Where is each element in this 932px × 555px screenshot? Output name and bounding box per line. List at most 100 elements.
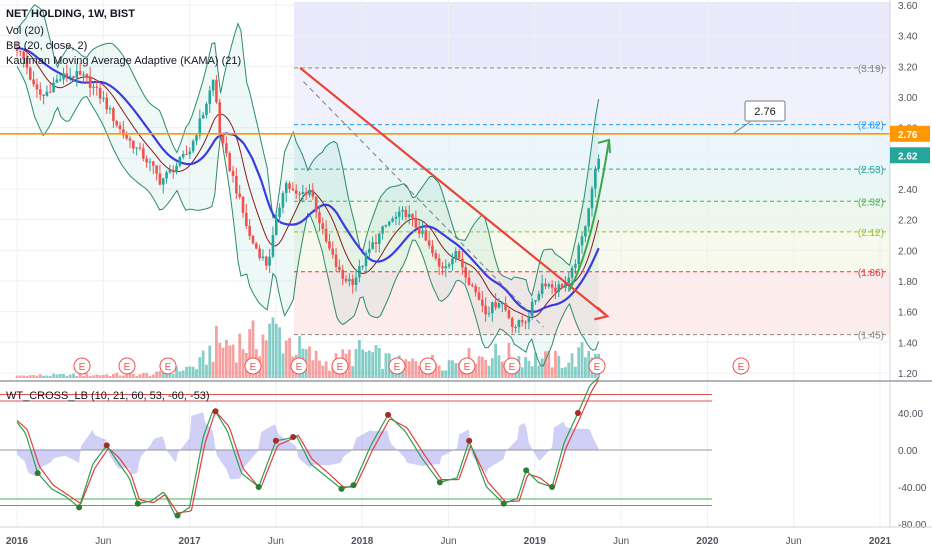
candle-body [590, 188, 594, 209]
cross-signal-dot [255, 484, 262, 490]
volume-bar [583, 357, 587, 378]
cross-signal-dot [76, 504, 83, 511]
volume-bar [564, 367, 567, 378]
candle-body [454, 251, 458, 259]
candle-body [175, 165, 178, 173]
volume-bar [195, 369, 198, 378]
volume-bar [98, 375, 102, 378]
volume-bar [364, 351, 368, 378]
volume-bar [347, 349, 351, 378]
volume-bar [451, 360, 454, 378]
volume-bar [35, 375, 39, 378]
price-callout: 2.76 [733, 100, 786, 134]
candle-body [308, 189, 311, 195]
volume-bar [570, 353, 574, 378]
candle-body [564, 282, 567, 288]
candle-body [178, 157, 182, 166]
volume-bar [288, 338, 291, 378]
bollinger-basis [16, 47, 600, 318]
candle-body [407, 214, 411, 218]
candle-body [128, 138, 132, 141]
volume-bar [261, 334, 265, 378]
price-tick-label: 1.20 [898, 369, 918, 380]
earnings-marker-label: E [509, 362, 516, 373]
candle-body [251, 235, 255, 244]
candle-body [225, 143, 228, 154]
candle-body [238, 193, 241, 197]
candle-body [484, 305, 487, 315]
volume-bar [404, 359, 408, 378]
candle-body [384, 225, 388, 227]
volume-bar [108, 376, 112, 378]
volume-bar [198, 357, 202, 378]
volume-bar [351, 366, 355, 378]
candle-body [587, 208, 590, 227]
earnings-marker [388, 357, 406, 375]
candle-body [95, 86, 99, 88]
downtrend-line [299, 67, 608, 318]
legend-kama: Kaufman Moving Average Adaptive (KAMA) (… [6, 55, 242, 67]
volume-bar [274, 323, 278, 378]
volume-bar [557, 355, 561, 378]
volume-bar [454, 363, 458, 378]
earnings-marker [159, 357, 177, 375]
candle-body [487, 313, 491, 315]
volume-bar [377, 347, 381, 378]
callout-box [744, 100, 786, 122]
volume-bar [314, 350, 318, 378]
volume-bar [28, 375, 32, 378]
time-axis: 2016 Jun 2017 Jun 2018 Jun 2019 Jun 2020 Jun 2021 [0, 526, 932, 547]
volume-bar [550, 367, 554, 378]
volume-bar [311, 360, 315, 378]
volume-bar [417, 365, 421, 378]
candle-body [301, 192, 305, 194]
candle-body [411, 214, 414, 218]
candle-body [504, 303, 507, 311]
fib-zone [294, 1, 890, 68]
time-tick-label: 2020 [696, 536, 719, 547]
candle-body [570, 267, 574, 278]
volume-bar [554, 350, 557, 378]
volume-bar [175, 366, 178, 378]
volume-bar [477, 356, 481, 378]
candle-body [481, 299, 484, 306]
time-tick-label: 2016 [6, 536, 29, 547]
candle-body [215, 79, 218, 103]
candle-body [288, 183, 291, 189]
candle-body [334, 254, 338, 267]
time-tick-label: Jun [786, 536, 802, 547]
cross-signal-dot [290, 434, 297, 441]
candle-body [517, 320, 521, 328]
volume-bar [524, 357, 527, 378]
volume-bar [68, 374, 72, 378]
cross-signal-dot [466, 437, 473, 444]
candle-body [85, 74, 89, 77]
earnings-marker-label: E [394, 362, 401, 373]
candle-body [537, 294, 541, 301]
candle-body [274, 217, 278, 236]
candle-body [161, 178, 165, 185]
candle-body [291, 188, 295, 191]
downtrend-arrowhead [594, 306, 610, 321]
volume-bar [374, 345, 378, 378]
volume-bar [171, 374, 175, 378]
legend-volume: Vol (20) [6, 25, 44, 37]
volume-bar [15, 375, 19, 378]
volume-bar [547, 350, 551, 378]
candle-body [268, 256, 271, 266]
legend-oscillator: WT_CROSS_LB (10, 21, 60, 53, -60, -53) [6, 390, 210, 402]
volume-bar [271, 317, 275, 378]
candle-body [158, 173, 162, 185]
volume-bar [161, 372, 165, 378]
volume-bar [264, 340, 268, 378]
volume-bar [88, 375, 92, 378]
candle-body [284, 183, 288, 194]
earnings-marker-label: E [250, 362, 257, 373]
volume-bar [221, 347, 225, 378]
price-tick-label: 3.20 [898, 62, 918, 73]
candle-body [298, 193, 301, 195]
oscillator-layer [0, 377, 712, 519]
volume-bar [92, 375, 95, 378]
